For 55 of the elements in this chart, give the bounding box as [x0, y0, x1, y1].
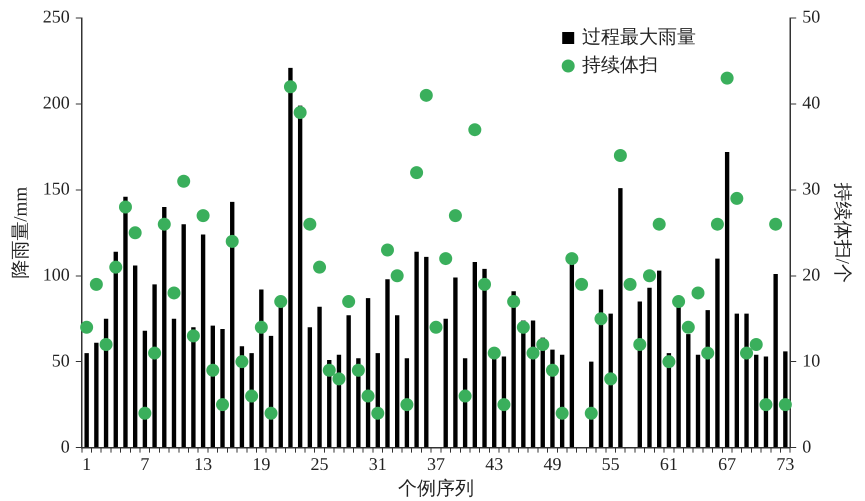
x-tick-label: 37 — [427, 454, 445, 474]
bar — [182, 224, 186, 448]
y-tick-label: 150 — [42, 178, 70, 199]
bar — [346, 315, 351, 448]
bar — [132, 265, 138, 448]
bar — [424, 256, 428, 448]
y-tick-label: 200 — [42, 92, 70, 113]
y2-tick-label: 20 — [802, 264, 820, 284]
legend-label: 过程最大雨量 — [582, 26, 696, 48]
x-tick-label: 67 — [718, 454, 736, 474]
y-tick-label: 100 — [42, 264, 70, 284]
bar — [657, 270, 662, 448]
bar — [618, 188, 623, 448]
x-tick-label: 49 — [543, 454, 562, 474]
x-tick-label: 19 — [252, 454, 270, 474]
x-tick-label: 55 — [602, 454, 620, 474]
x-tick-label: 1 — [82, 454, 92, 474]
bar — [472, 262, 477, 448]
x-axis-title: 个例序列 — [398, 478, 474, 500]
y-tick-label: 50 — [52, 350, 70, 370]
y2-tick-label: 50 — [802, 6, 820, 27]
y2-tick-label: 40 — [802, 92, 820, 113]
y-axis-title: 降雨量/mm — [10, 186, 32, 279]
y2-tick-label: 30 — [802, 178, 820, 199]
bar — [172, 318, 176, 448]
x-tick-label: 43 — [485, 454, 504, 474]
bar — [724, 152, 730, 448]
bar — [647, 288, 652, 448]
y2-tick-label: 10 — [802, 350, 820, 370]
bar — [84, 353, 89, 448]
bar — [385, 279, 390, 448]
x-tick-label: 13 — [194, 454, 212, 474]
x-tick-label: 31 — [368, 454, 387, 474]
bar — [414, 252, 419, 448]
y2-tick-label: 0 — [802, 436, 812, 456]
bar — [734, 314, 740, 448]
bar — [715, 258, 720, 448]
bar — [308, 327, 312, 448]
bar — [754, 354, 758, 448]
x-tick-label: 73 — [776, 454, 794, 474]
bar — [94, 342, 99, 448]
bar — [395, 315, 400, 448]
x-tick-label: 25 — [310, 454, 329, 474]
bar — [317, 306, 322, 448]
y-tick-label: 250 — [42, 6, 70, 27]
bar — [453, 277, 458, 448]
legend-label: 持续体扫 — [582, 54, 658, 76]
bar — [444, 318, 448, 448]
x-tick-label: 7 — [140, 454, 150, 474]
bar — [696, 354, 700, 448]
bar — [200, 234, 206, 448]
x-tick-label: 61 — [660, 454, 678, 474]
y2-axis-title: 持续体扫/个 — [832, 182, 853, 283]
y-tick-label: 0 — [60, 436, 70, 456]
bar — [773, 274, 778, 448]
